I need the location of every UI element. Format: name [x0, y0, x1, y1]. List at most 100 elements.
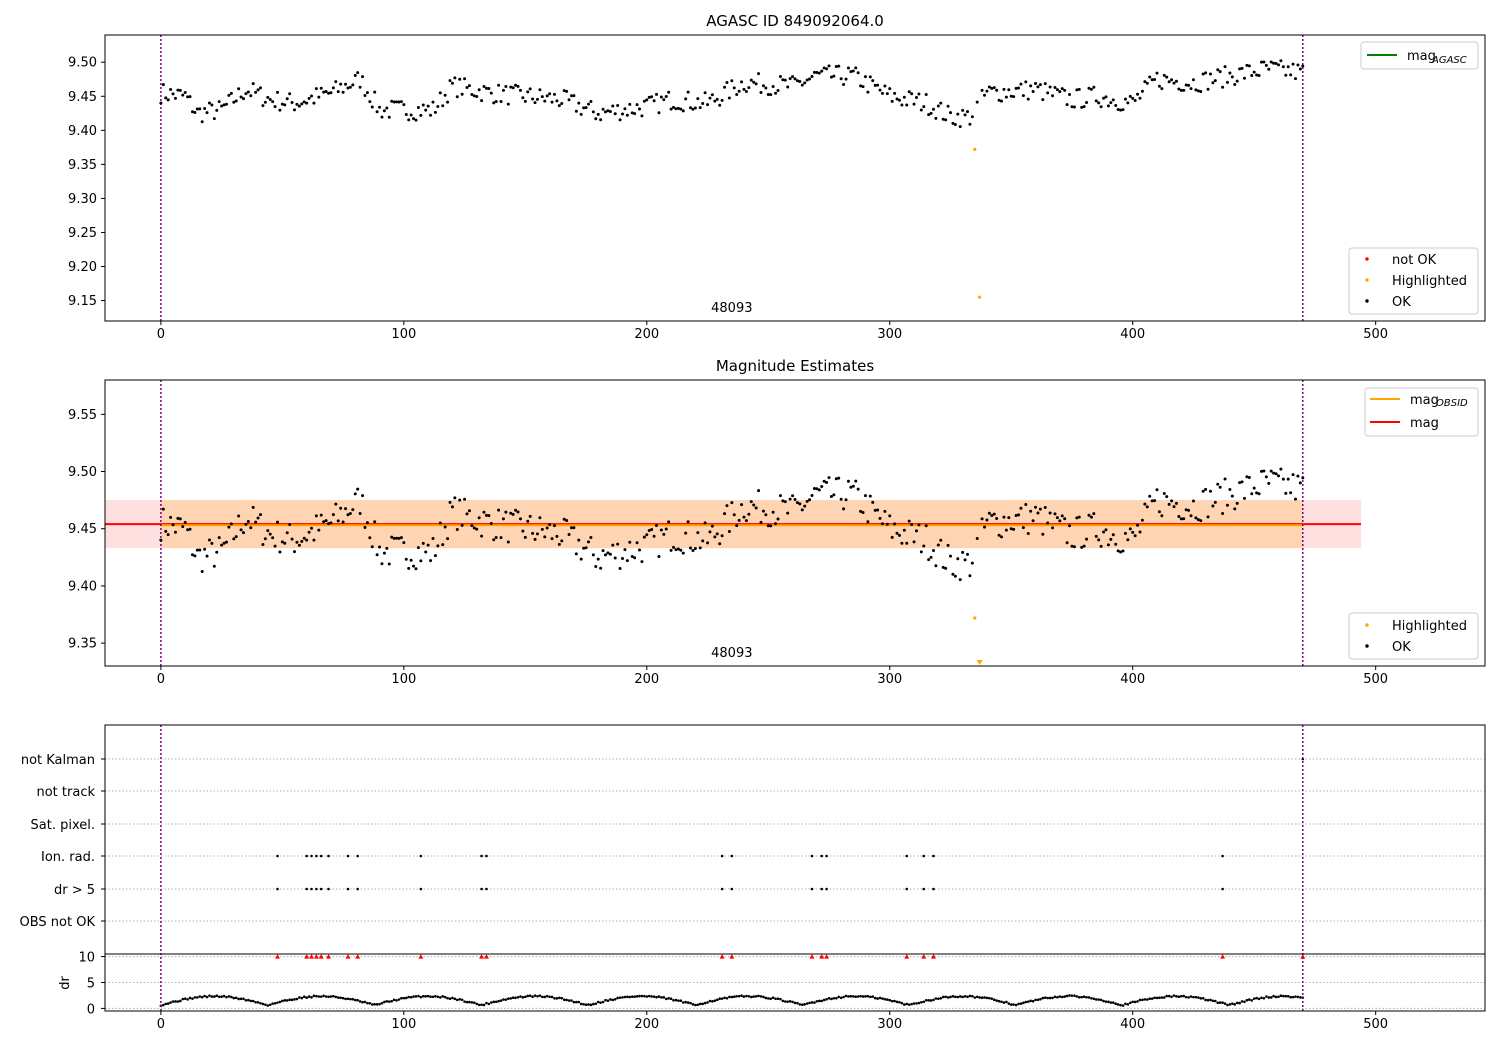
- ok-point: [1301, 64, 1305, 68]
- ok-point: [769, 93, 773, 97]
- dr-point: [720, 997, 724, 1000]
- ok-point: [616, 103, 620, 107]
- ok-point: [832, 74, 836, 78]
- ok-point: [1201, 72, 1205, 76]
- ok-point: [844, 498, 848, 502]
- ok-point: [305, 538, 309, 542]
- dr-point: [1029, 999, 1032, 1003]
- ok-point: [1102, 530, 1106, 534]
- dr-point: [162, 1003, 165, 1007]
- dr-point: [465, 1000, 469, 1004]
- ok-point: [327, 522, 331, 526]
- ok-point: [946, 543, 950, 547]
- ok-point: [640, 560, 644, 564]
- ok-point: [395, 100, 399, 104]
- ok-point: [353, 492, 357, 496]
- ok-point: [895, 531, 899, 535]
- ok-point: [1245, 475, 1249, 479]
- ok-point: [443, 525, 447, 529]
- ok-point: [1218, 485, 1222, 489]
- dr-point: [613, 997, 617, 1001]
- ok-point: [638, 548, 642, 552]
- dr-point: [307, 995, 311, 998]
- ok-point: [820, 69, 824, 73]
- ok-point: [1143, 80, 1147, 84]
- ok-point: [645, 533, 649, 537]
- ok-point: [1255, 73, 1259, 77]
- ok-point: [358, 85, 362, 89]
- dr-point: [1039, 997, 1042, 1001]
- ok-point: [655, 524, 659, 528]
- ok-point: [467, 509, 471, 513]
- dr-point: [536, 994, 539, 998]
- ok-point: [399, 536, 403, 540]
- ok-point: [1116, 107, 1120, 111]
- ok-point: [766, 524, 770, 528]
- ok-point: [579, 557, 583, 561]
- dr-point: [317, 995, 321, 998]
- dr-point: [633, 995, 636, 998]
- dr-point: [555, 997, 559, 1000]
- ok-point: [1238, 481, 1242, 485]
- ok-point: [1145, 505, 1149, 509]
- ok-point: [467, 84, 471, 88]
- dr-point: [1099, 998, 1103, 1002]
- ok-point: [854, 66, 858, 70]
- ok-point: [985, 518, 989, 522]
- ok-point: [577, 538, 581, 542]
- ok-point: [1194, 516, 1198, 520]
- dr-point: [443, 995, 447, 999]
- ok-point: [1196, 518, 1200, 522]
- dr-point: [1041, 996, 1045, 1000]
- ok-point: [239, 528, 243, 532]
- dr-point: [869, 995, 872, 999]
- ok-point: [237, 87, 241, 91]
- dr-point: [575, 1000, 578, 1004]
- ok-point: [715, 532, 719, 536]
- dr-point: [798, 1003, 802, 1006]
- ok-point: [1092, 512, 1096, 516]
- ok-point: [934, 116, 938, 120]
- ok-point: [625, 559, 629, 563]
- ok-point: [1000, 99, 1004, 103]
- ok-point: [261, 104, 265, 108]
- dr-point: [968, 994, 972, 998]
- ok-point: [764, 86, 768, 90]
- dr-point: [730, 995, 734, 999]
- ok-point: [987, 511, 991, 515]
- ok-point: [246, 519, 250, 523]
- ok-point: [1048, 85, 1052, 89]
- ok-point: [317, 528, 321, 532]
- ok-point: [1155, 488, 1159, 492]
- ok-point: [599, 118, 603, 122]
- ok-point: [744, 519, 748, 523]
- ok-point: [300, 102, 304, 106]
- ok-point: [288, 522, 292, 526]
- ok-point: [888, 514, 892, 518]
- dr-point: [587, 1003, 590, 1006]
- ok-point: [810, 494, 814, 498]
- ok-point: [596, 112, 600, 116]
- ok-point: [953, 574, 957, 578]
- ok-point: [387, 562, 391, 566]
- dr-point: [521, 996, 525, 999]
- dr-point: [898, 1000, 901, 1004]
- ok-point: [820, 485, 824, 489]
- dr-point: [939, 997, 943, 1000]
- dr-point: [660, 996, 663, 999]
- dr-point: [589, 1003, 593, 1007]
- ok-point: [361, 75, 365, 79]
- ok-point: [897, 533, 901, 537]
- dr-point: [1150, 997, 1154, 1000]
- dr-point: [1065, 994, 1069, 998]
- ok-point: [431, 100, 435, 104]
- ok-point: [849, 485, 853, 489]
- ok-point: [241, 97, 245, 101]
- ok-point: [664, 94, 668, 98]
- dr-point: [485, 1001, 488, 1005]
- panel-agasc-legend-mag: mag AGASC: [1360, 41, 1479, 70]
- ok-point: [1063, 517, 1067, 521]
- ok-point: [1026, 97, 1030, 101]
- ok-point: [701, 539, 705, 543]
- dr-point: [681, 1001, 685, 1004]
